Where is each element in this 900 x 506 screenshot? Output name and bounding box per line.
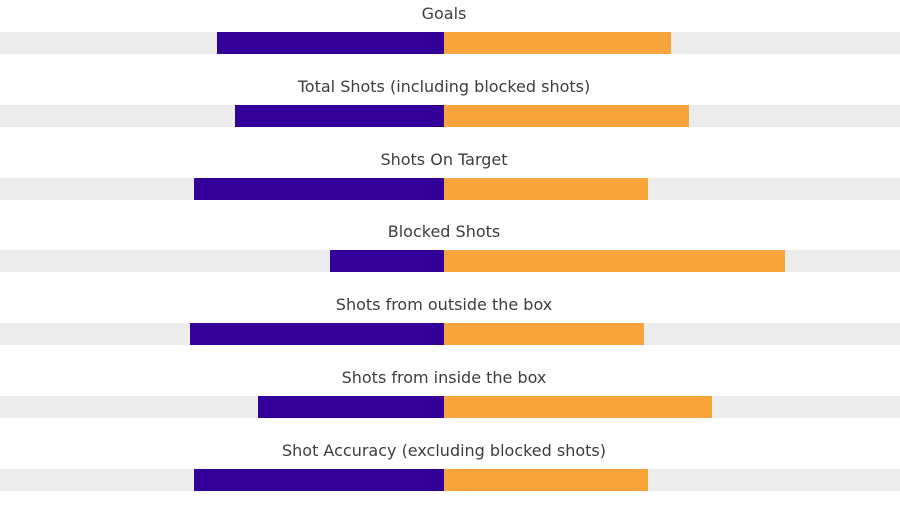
stat-row: Blocked Shots: [0, 218, 900, 278]
stat-label: Shot Accuracy (excluding blocked shots): [281, 440, 607, 460]
away-bar: [444, 396, 712, 418]
stat-label: Total Shots (including blocked shots): [297, 76, 591, 96]
away-bar: [444, 323, 644, 346]
stat-row: Shots from inside the box: [0, 364, 900, 424]
stat-track: [0, 32, 900, 54]
away-bar: [444, 32, 671, 54]
home-bar: [217, 32, 444, 54]
stat-track: [0, 396, 900, 418]
stat-track: [0, 104, 900, 127]
away-bar: [444, 468, 648, 491]
away-bar: [444, 177, 648, 200]
away-bar: [444, 104, 689, 127]
stat-row: Shots On Target: [0, 146, 900, 206]
home-bar: [190, 323, 444, 346]
away-bar: [444, 250, 785, 273]
stat-row: Shots from outside the box: [0, 291, 900, 351]
stat-label: Goals: [421, 4, 467, 23]
stat-track: [0, 323, 900, 346]
home-bar: [194, 468, 444, 491]
stat-label: Blocked Shots: [387, 222, 501, 242]
stat-track: [0, 250, 900, 273]
stat-track: [0, 468, 900, 491]
stat-label: Shots from inside the box: [341, 368, 547, 387]
stat-row: Shot Accuracy (excluding blocked shots): [0, 437, 900, 497]
stat-track: [0, 177, 900, 200]
home-bar: [194, 177, 444, 200]
home-bar: [258, 396, 444, 418]
home-bar: [235, 104, 444, 127]
stat-row: Total Shots (including blocked shots): [0, 73, 900, 133]
stat-label: Shots from outside the box: [335, 295, 553, 315]
home-bar: [330, 250, 444, 273]
stat-row: Goals: [0, 0, 900, 60]
stat-label: Shots On Target: [380, 149, 508, 169]
